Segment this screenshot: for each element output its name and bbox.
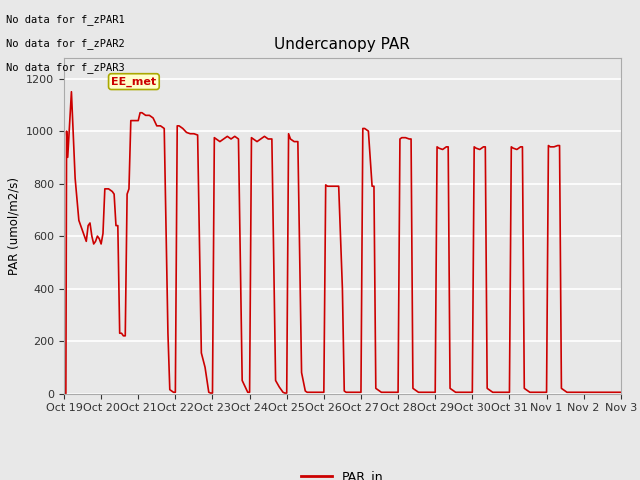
Text: No data for f_zPAR1: No data for f_zPAR1 [6, 14, 125, 25]
Text: EE_met: EE_met [111, 76, 156, 87]
Y-axis label: PAR (umol/m2/s): PAR (umol/m2/s) [8, 177, 20, 275]
Title: Undercanopy PAR: Undercanopy PAR [275, 37, 410, 52]
Legend: PAR_in: PAR_in [296, 465, 389, 480]
Text: No data for f_zPAR2: No data for f_zPAR2 [6, 38, 125, 49]
Text: No data for f_zPAR3: No data for f_zPAR3 [6, 62, 125, 73]
